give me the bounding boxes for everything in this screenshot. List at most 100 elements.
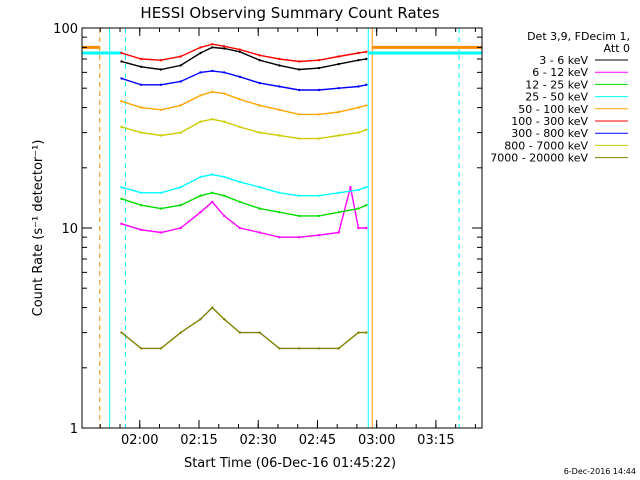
data-point (223, 120, 226, 123)
data-point (317, 66, 321, 70)
data-point (199, 71, 202, 74)
data-point (317, 137, 321, 140)
data-point (337, 347, 340, 350)
data-point (278, 347, 281, 350)
data-point (278, 85, 281, 88)
data-point (317, 347, 321, 350)
legend-header-line-2: Att 0 (604, 42, 630, 55)
data-point (357, 226, 360, 230)
data-point (140, 204, 143, 207)
data-point (278, 57, 281, 61)
series-line-2 (121, 192, 367, 217)
x-tick-label: 02:15 (180, 433, 217, 448)
data-point (120, 125, 123, 129)
data-point (357, 131, 360, 134)
data-point (120, 222, 123, 225)
data-point (337, 62, 340, 66)
data-point (159, 231, 163, 234)
data-point (298, 113, 301, 116)
data-point (223, 175, 226, 179)
data-point (159, 108, 163, 112)
data-point (223, 194, 226, 197)
data-point (120, 60, 123, 63)
data-point (337, 211, 340, 214)
series-line-1 (121, 187, 367, 238)
data-point (179, 55, 182, 58)
data-point (278, 108, 281, 112)
data-point (238, 331, 242, 334)
data-point (365, 204, 368, 207)
data-point (238, 180, 242, 184)
data-point (211, 90, 214, 94)
series-line-3 (121, 173, 367, 197)
data-point (223, 47, 226, 50)
data-point (179, 80, 182, 83)
data-point (317, 194, 321, 197)
legend-label-3: 25 - 50 keV (525, 91, 588, 104)
data-point (258, 104, 261, 107)
data-point (199, 120, 202, 123)
legend-label-1: 6 - 12 keV (532, 66, 588, 79)
data-point (211, 173, 214, 176)
data-point (159, 347, 163, 350)
data-point (238, 98, 242, 101)
data-point (211, 200, 214, 204)
data-point (278, 211, 281, 214)
data-point (223, 318, 226, 321)
data-point (199, 318, 202, 321)
data-point (223, 45, 226, 48)
data-point (140, 83, 143, 87)
data-point (238, 200, 242, 204)
data-point (258, 207, 261, 210)
data-point (278, 64, 281, 67)
data-point (223, 71, 226, 74)
chart-title: HESSI Observing Summary Count Rates (140, 4, 439, 22)
data-point (238, 125, 242, 129)
x-tick-label: 02:00 (121, 433, 158, 448)
x-tick-label: 02:30 (239, 433, 276, 448)
data-point (258, 59, 261, 62)
data-point (238, 226, 242, 230)
data-point (317, 234, 321, 237)
legend-label-6: 300 - 800 keV (511, 127, 588, 140)
legend-label-0: 3 - 6 keV (539, 54, 588, 67)
data-point (223, 214, 226, 218)
data-point (357, 85, 360, 88)
data-point (365, 57, 368, 61)
data-point (357, 207, 360, 210)
data-point (179, 186, 182, 189)
legend-label-5: 100 - 300 keV (511, 115, 588, 128)
data-point (317, 59, 321, 62)
data-point (337, 231, 340, 234)
data-point (140, 228, 143, 231)
data-point (211, 306, 214, 309)
data-point (140, 57, 143, 61)
data-point (120, 100, 123, 103)
data-point (199, 51, 202, 55)
legend-label-2: 12 - 25 keV (525, 78, 588, 91)
data-point (298, 214, 301, 218)
data-point (211, 191, 214, 194)
data-point (159, 191, 163, 194)
data-point (337, 55, 340, 58)
data-point (140, 191, 143, 194)
data-point (179, 131, 182, 134)
data-point (179, 104, 182, 107)
data-point (140, 131, 143, 134)
x-tick-label: 02:45 (299, 433, 336, 448)
data-point (140, 347, 143, 350)
data-point (317, 113, 321, 116)
data-point (179, 226, 182, 230)
data-point (365, 128, 368, 131)
data-point (337, 134, 340, 137)
x-tick-label: 03:15 (417, 433, 454, 448)
data-point (199, 94, 202, 97)
legend-label-7: 800 - 7000 keV (504, 139, 588, 152)
data-point (349, 186, 352, 189)
legend-label-8: 7000 - 20000 keV (490, 152, 588, 165)
x-axis-label: Start Time (06-Dec-16 01:45:22) (184, 456, 396, 471)
data-point (159, 207, 163, 210)
plot-frame (81, 27, 483, 429)
